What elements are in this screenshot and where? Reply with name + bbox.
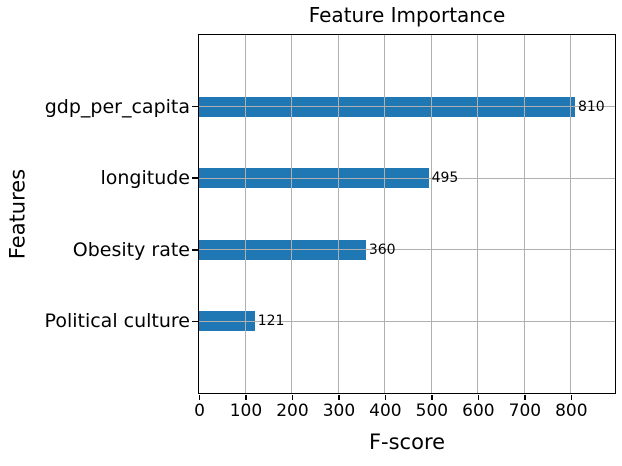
- bar-value-label: 495: [431, 170, 459, 187]
- grid-line-horizontal: [199, 177, 615, 179]
- x-tick-label: 500: [415, 401, 449, 421]
- x-tick-label: 600: [462, 401, 495, 421]
- x-tick: [477, 394, 480, 400]
- x-tick: [524, 394, 526, 400]
- grid-line-vertical: [244, 35, 246, 393]
- x-tick-label: 400: [369, 401, 402, 421]
- x-tick-label: 300: [322, 401, 356, 421]
- x-tick: [570, 394, 573, 400]
- x-axis-label: F-score: [368, 430, 446, 454]
- y-tick-label: Obesity rate: [72, 238, 190, 261]
- grid-line-vertical: [384, 35, 386, 393]
- bar-value-label: 810: [577, 98, 605, 115]
- x-tick: [291, 394, 294, 400]
- x-tick-label: 200: [276, 401, 309, 421]
- grid-line-horizontal: [199, 106, 615, 108]
- y-tick-label: longitude: [100, 167, 190, 190]
- y-tick-label: Political culture: [44, 310, 190, 333]
- y-tick-label: gdp_per_capita: [44, 95, 190, 118]
- grid-line-vertical: [337, 35, 339, 393]
- grid-line-horizontal: [199, 320, 615, 322]
- grid-line-vertical: [291, 35, 293, 393]
- x-tick-label: 100: [229, 401, 263, 421]
- grid-line-vertical: [523, 35, 525, 393]
- y-tick: [192, 249, 198, 251]
- plot-area: [198, 34, 616, 394]
- x-tick: [245, 394, 247, 400]
- y-tick: [192, 177, 198, 179]
- grid-line-vertical: [430, 35, 432, 393]
- x-tick-label: 0: [194, 401, 205, 421]
- grid-line-vertical: [570, 35, 572, 393]
- bar-value-label: 360: [368, 241, 396, 258]
- x-tick: [431, 394, 433, 400]
- x-tick-label: 800: [555, 401, 588, 421]
- y-tick: [192, 105, 198, 108]
- y-tick: [192, 320, 198, 323]
- grid-layer: [199, 35, 615, 393]
- x-tick-label: 700: [508, 401, 542, 421]
- x-tick: [384, 394, 387, 400]
- x-tick: [338, 394, 340, 400]
- x-tick: [198, 394, 201, 400]
- chart-title: Feature Importance: [308, 3, 506, 27]
- grid-line-vertical: [477, 35, 479, 393]
- bar-value-label: 121: [257, 313, 285, 330]
- grid-line-horizontal: [199, 249, 615, 251]
